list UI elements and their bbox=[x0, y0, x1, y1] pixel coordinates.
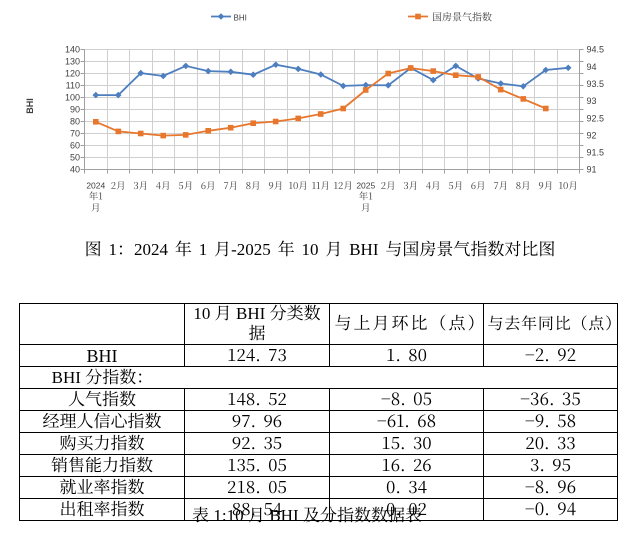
svg-text:3月: 3月 bbox=[403, 181, 418, 191]
svg-text:10月: 10月 bbox=[559, 181, 578, 191]
svg-text:3月: 3月 bbox=[133, 181, 148, 191]
svg-text:5月: 5月 bbox=[178, 181, 193, 191]
svg-text:国房景气指数: 国房景气指数 bbox=[432, 11, 492, 22]
svg-text:年1: 年1 bbox=[359, 191, 374, 202]
svg-text:93: 93 bbox=[587, 96, 597, 106]
svg-text:60: 60 bbox=[70, 141, 80, 151]
svg-text:2月: 2月 bbox=[111, 181, 126, 191]
svg-text:120: 120 bbox=[65, 69, 80, 79]
svg-text:8月: 8月 bbox=[516, 181, 531, 191]
svg-text:2024: 2024 bbox=[86, 181, 105, 191]
svg-text:92.5: 92.5 bbox=[587, 113, 605, 123]
svg-text:5月: 5月 bbox=[448, 181, 463, 191]
svg-text:100: 100 bbox=[65, 93, 80, 103]
svg-text:94.5: 94.5 bbox=[587, 45, 605, 55]
svg-text:90: 90 bbox=[70, 105, 80, 115]
svg-text:50: 50 bbox=[70, 153, 80, 163]
svg-text:80: 80 bbox=[70, 117, 80, 127]
svg-text:12月: 12月 bbox=[334, 181, 353, 191]
svg-text:140: 140 bbox=[65, 45, 80, 55]
svg-text:年1: 年1 bbox=[89, 191, 104, 202]
svg-text:6月: 6月 bbox=[471, 181, 486, 191]
svg-text:40: 40 bbox=[70, 165, 80, 175]
svg-text:2月: 2月 bbox=[381, 181, 396, 191]
svg-text:6月: 6月 bbox=[201, 181, 216, 191]
svg-text:7月: 7月 bbox=[223, 181, 238, 191]
svg-text:91.5: 91.5 bbox=[587, 148, 605, 158]
svg-text:月: 月 bbox=[361, 203, 371, 213]
svg-text:110: 110 bbox=[66, 81, 80, 91]
svg-text:93.5: 93.5 bbox=[587, 79, 605, 89]
svg-text:月: 月 bbox=[91, 203, 101, 213]
svg-text:9月: 9月 bbox=[268, 181, 283, 191]
svg-text:2025: 2025 bbox=[356, 181, 375, 191]
svg-text:4月: 4月 bbox=[426, 181, 441, 191]
svg-text:4月: 4月 bbox=[156, 181, 171, 191]
svg-text:94: 94 bbox=[587, 62, 597, 72]
svg-text:7月: 7月 bbox=[493, 181, 508, 191]
svg-text:130: 130 bbox=[65, 57, 80, 67]
svg-text:91: 91 bbox=[587, 165, 597, 175]
svg-text:9月: 9月 bbox=[538, 181, 553, 191]
svg-text:BHI: BHI bbox=[25, 98, 35, 114]
svg-text:70: 70 bbox=[70, 129, 80, 139]
svg-text:92: 92 bbox=[587, 130, 597, 140]
svg-text:BHI: BHI bbox=[234, 13, 247, 22]
svg-text:10月: 10月 bbox=[289, 181, 308, 191]
svg-text:8月: 8月 bbox=[246, 181, 261, 191]
svg-text:11月: 11月 bbox=[312, 181, 330, 191]
